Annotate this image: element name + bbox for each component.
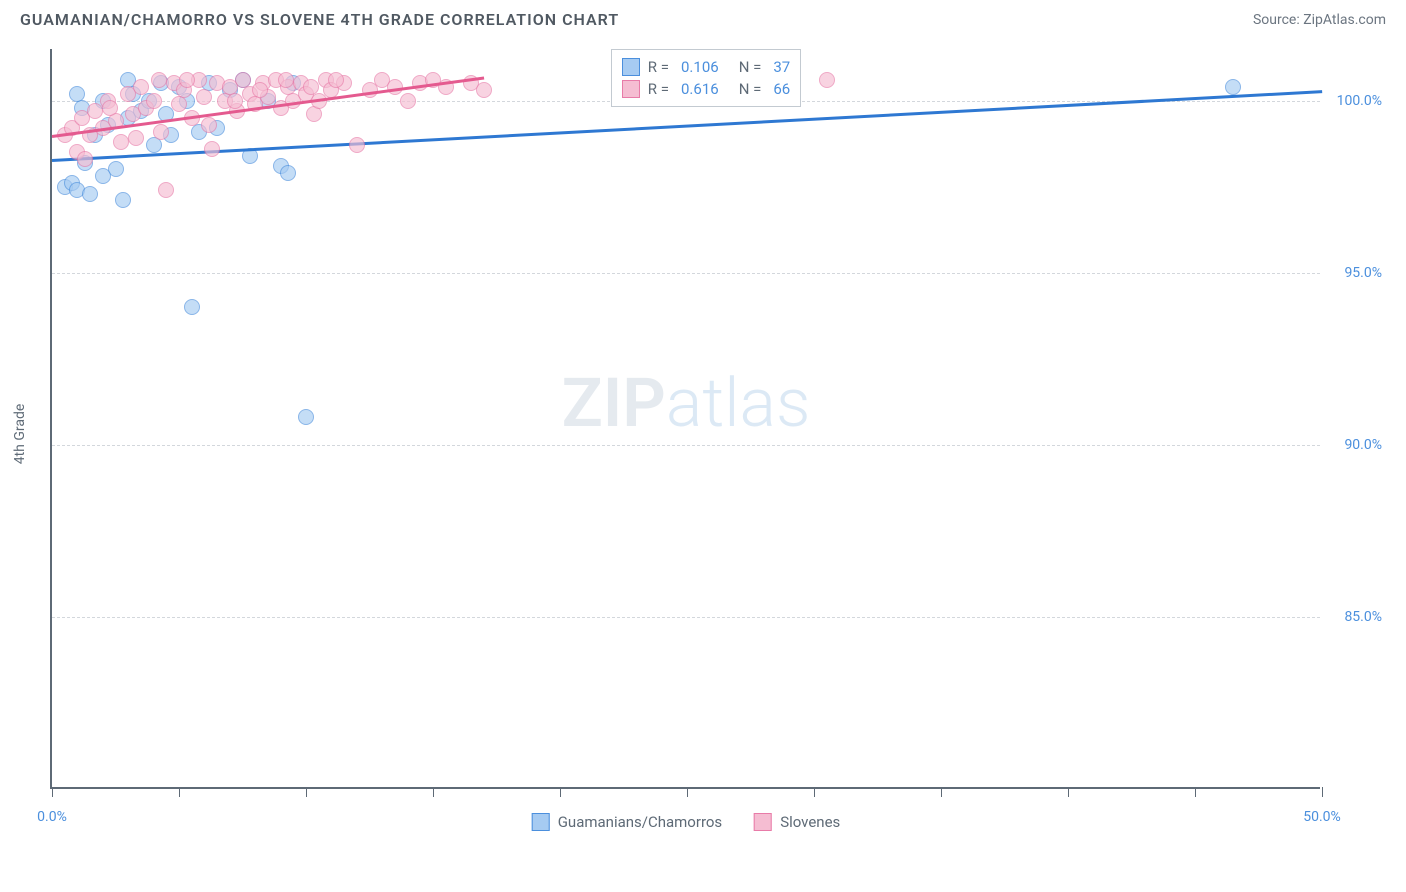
y-tick-label: 95.0%: [1326, 265, 1382, 281]
scatter-point-slovenes: [819, 72, 835, 88]
scatter-point-guamanians: [82, 186, 98, 202]
scatter-point-slovenes: [102, 100, 118, 116]
scatter-point-slovenes: [400, 93, 416, 109]
scatter-point-guamanians: [115, 192, 131, 208]
scatter-point-slovenes: [278, 72, 294, 88]
legend-r-value: 0.616: [681, 80, 719, 98]
scatter-point-guamanians: [95, 168, 111, 184]
bottom-legend: Guamanians/Chamorros Slovenes: [532, 813, 841, 831]
watermark-atlas: atlas: [666, 363, 811, 443]
scatter-point-guamanians: [184, 299, 200, 315]
bottom-legend-item: Guamanians/Chamorros: [532, 813, 722, 831]
scatter-point-slovenes: [227, 93, 243, 109]
legend-swatch: [622, 58, 640, 76]
x-tick-label: 0.0%: [37, 809, 67, 825]
scatter-point-slovenes: [349, 137, 365, 153]
x-tick: [52, 787, 53, 797]
x-tick: [306, 787, 307, 797]
scatter-point-slovenes: [171, 96, 187, 112]
x-tick: [433, 787, 434, 797]
scatter-point-slovenes: [196, 89, 212, 105]
scatter-point-slovenes: [204, 141, 220, 157]
legend-r-label: R =: [648, 58, 669, 76]
x-tick: [179, 787, 180, 797]
watermark-zip: ZIP: [562, 363, 666, 443]
legend-stats: R = 0.106 N = 37 R = 0.616 N = 66: [611, 49, 801, 107]
watermark: ZIPatlas: [562, 363, 811, 443]
chart-source: Source: ZipAtlas.com: [1253, 12, 1386, 28]
chart-area: ZIPatlas 85.0%90.0%95.0%100.0%0.0%50.0%R…: [50, 49, 1386, 819]
y-tick-label: 100.0%: [1326, 93, 1382, 109]
legend-r-value: 0.106: [681, 58, 719, 76]
legend-stats-row: R = 0.106 N = 37: [622, 56, 790, 78]
bottom-legend-item: Slovenes: [754, 813, 840, 831]
scatter-point-slovenes: [476, 82, 492, 98]
x-tick: [941, 787, 942, 797]
x-tick-label: 50.0%: [1303, 809, 1341, 825]
scatter-point-guamanians: [146, 137, 162, 153]
legend-n-label: N =: [739, 58, 762, 76]
legend-stats-row: R = 0.616 N = 66: [622, 78, 790, 100]
legend-swatch: [754, 813, 772, 831]
x-tick: [687, 787, 688, 797]
scatter-point-slovenes: [128, 130, 144, 146]
scatter-point-slovenes: [158, 182, 174, 198]
legend-swatch: [622, 80, 640, 98]
scatter-point-slovenes: [306, 106, 322, 122]
scatter-point-slovenes: [151, 72, 167, 88]
legend-n-label: N =: [739, 80, 762, 98]
gridline-h: [52, 617, 1320, 618]
chart-header: GUAMANIAN/CHAMORRO VS SLOVENE 4TH GRADE …: [0, 0, 1406, 39]
chart-container: ZIPatlas 85.0% 90.0% 95.0% 100.0% 0.0% 50.0% R…: [0, 39, 1406, 859]
scatter-point-slovenes: [133, 79, 149, 95]
scatter-point-guamanians: [280, 165, 296, 181]
scatter-point-slovenes: [113, 134, 129, 150]
x-tick: [814, 787, 815, 797]
bottom-legend-label: Guamanians/Chamorros: [558, 813, 722, 831]
bottom-legend-label: Slovenes: [780, 813, 840, 831]
scatter-point-slovenes: [179, 72, 195, 88]
y-tick-label: 90.0%: [1326, 437, 1382, 453]
x-tick: [1322, 787, 1323, 797]
scatter-point-guamanians: [1225, 79, 1241, 95]
plot-area: ZIPatlas 85.0%90.0%95.0%100.0%0.0%50.0%R…: [50, 49, 1320, 789]
legend-swatch: [532, 813, 550, 831]
gridline-h: [52, 273, 1320, 274]
x-tick: [1195, 787, 1196, 797]
y-axis-label: 4th Grade: [12, 404, 28, 465]
legend-n-value: 66: [773, 80, 790, 98]
x-tick: [1068, 787, 1069, 797]
gridline-h: [52, 445, 1320, 446]
scatter-point-slovenes: [153, 124, 169, 140]
scatter-point-guamanians: [298, 409, 314, 425]
scatter-point-slovenes: [303, 79, 319, 95]
y-tick-label: 85.0%: [1326, 609, 1382, 625]
chart-title: GUAMANIAN/CHAMORRO VS SLOVENE 4TH GRADE …: [20, 10, 619, 29]
legend-r-label: R =: [648, 80, 669, 98]
legend-n-value: 37: [773, 58, 790, 76]
x-tick: [560, 787, 561, 797]
scatter-point-slovenes: [146, 93, 162, 109]
